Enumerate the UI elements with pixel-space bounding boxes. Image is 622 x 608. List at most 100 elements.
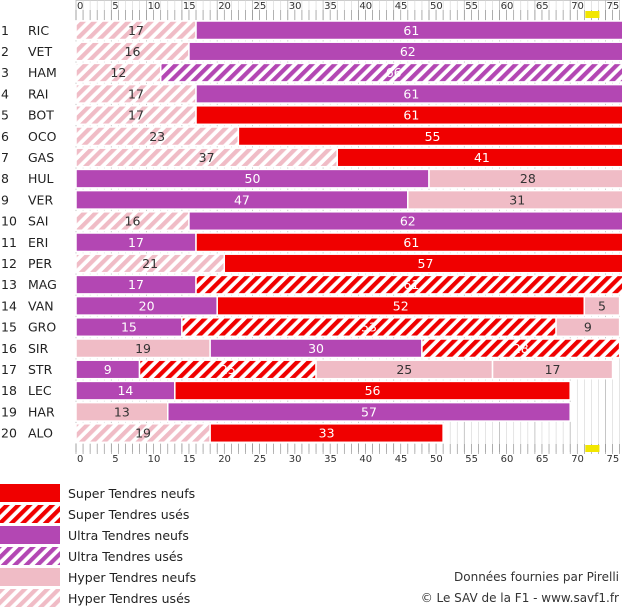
stint-laps-label: 17 — [128, 23, 144, 38]
driver-code: VET — [28, 44, 52, 59]
stint-laps-label: 19 — [135, 341, 151, 356]
driver-code: GRO — [28, 320, 56, 335]
stint-laps-label: 31 — [509, 192, 525, 207]
axis-tick-label: 35 — [324, 454, 337, 465]
stint-laps-label: 20 — [139, 298, 155, 313]
driver-code: HAM — [28, 65, 57, 80]
stint-bar — [428, 168, 622, 189]
driver-code: VER — [28, 192, 53, 207]
bottom-axis-ticks: 0 5 10 15 20 25 30 35 40 45 50 55 60 65 70 75 — [77, 454, 619, 465]
axis-tick-label: 20 — [218, 454, 231, 465]
driver-row: 17 STR 9 25 25 17 — [1, 359, 614, 380]
stint-bar — [491, 359, 614, 380]
stint-bar — [555, 317, 621, 338]
stint-laps-label: 61 — [403, 23, 419, 38]
stint-laps-label: 57 — [418, 256, 434, 271]
stint-laps-label: 61 — [403, 277, 419, 292]
stint-laps-label: 62 — [400, 214, 416, 229]
stint-laps-label: 37 — [199, 150, 215, 165]
stint-laps-label: 15 — [121, 320, 137, 335]
stint-laps-label: 5 — [598, 298, 606, 313]
driver-code: MAG — [28, 277, 57, 292]
stint-laps-label: 56 — [365, 383, 381, 398]
axis-tick-label: 50 — [430, 454, 443, 465]
stint-bar — [188, 41, 622, 62]
driver-position: 2 — [1, 44, 9, 59]
axis-tick-label: 40 — [359, 454, 372, 465]
driver-code: RIC — [28, 23, 49, 38]
stint-bar — [167, 401, 571, 422]
driver-position: 14 — [1, 298, 17, 313]
legend-swatch — [0, 484, 60, 502]
axis-tick-label: 5 — [112, 1, 118, 12]
driver-position: 16 — [1, 341, 17, 356]
driver-code: LEC — [28, 383, 52, 398]
legend-label: Ultra Tendres neufs — [68, 528, 189, 543]
axis-tick-label: 40 — [359, 1, 372, 12]
axis-tick-label: 30 — [289, 1, 302, 12]
stint-bar — [583, 295, 621, 316]
axis-tick-label: 55 — [465, 454, 478, 465]
legend-label: Super Tendres neufs — [68, 486, 195, 501]
axis-tick-label: 75 — [607, 454, 620, 465]
axis-tick-label: 15 — [183, 1, 196, 12]
driver-position: 20 — [1, 426, 17, 441]
axis-tick-label: 50 — [430, 1, 443, 12]
driver-position: 15 — [1, 320, 17, 335]
driver-row: 7 GAS 37 41 — [1, 147, 622, 168]
driver-row: 20 ALO 19 33 — [1, 423, 444, 444]
driver-code: VAN — [28, 298, 54, 313]
stint-bar — [174, 380, 571, 401]
driver-row: 6 OCO 23 55 — [1, 126, 622, 147]
stint-bar — [195, 232, 622, 253]
driver-row: 18 LEC 14 56 — [1, 380, 571, 401]
stint-laps-label: 53 — [361, 320, 377, 335]
driver-row: 12 PER 21 57 — [1, 253, 622, 274]
driver-row: 13 MAG 17 61 — [1, 274, 622, 295]
driver-row: 11 ERI 17 61 — [1, 232, 622, 253]
driver-position: 5 — [1, 108, 9, 123]
legend-swatch — [0, 526, 60, 544]
stint-laps-label: 61 — [403, 108, 419, 123]
driver-position: 9 — [1, 192, 9, 207]
driver-code: ALO — [28, 426, 53, 441]
driver-code: ERI — [28, 235, 48, 250]
stint-laps-label: 9 — [104, 362, 112, 377]
stint-laps-label: 62 — [400, 44, 416, 59]
stint-bar — [195, 83, 622, 104]
stint-laps-label: 41 — [474, 150, 490, 165]
driver-position: 7 — [1, 150, 9, 165]
axis-tick-label: 60 — [501, 1, 514, 12]
driver-row: 9 VER 47 31 — [1, 189, 622, 210]
driver-position: 11 — [1, 235, 17, 250]
axis-tick-label: 0 — [77, 454, 83, 465]
legend-label: Hyper Tendres usés — [68, 591, 190, 606]
highlight-lap-marker-bottom — [585, 445, 600, 452]
data-source-credit: Données fournies par Pirelli — [454, 570, 619, 584]
stint-laps-label: 61 — [403, 86, 419, 101]
stint-laps-label: 12 — [110, 65, 126, 80]
driver-position: 13 — [1, 277, 17, 292]
driver-row: 15 GRO 15 53 9 — [1, 317, 621, 338]
driver-position: 3 — [1, 65, 9, 80]
driver-position: 8 — [1, 171, 9, 186]
stint-laps-label: 28 — [513, 341, 529, 356]
top-axis-ticks: 0 5 10 15 20 25 30 35 40 45 50 55 60 65 70 75 — [77, 1, 619, 12]
driver-position: 19 — [1, 404, 17, 419]
driver-position: 6 — [1, 129, 9, 144]
legend-label: Hyper Tendres neufs — [68, 570, 196, 585]
driver-row: 5 BOT 17 61 — [1, 105, 622, 126]
legend-swatch — [0, 547, 60, 565]
stint-bar — [407, 189, 622, 210]
legend: Super Tendres neufs Super Tendres usés Ult… — [0, 484, 196, 607]
driver-row: 14 VAN 20 52 5 — [1, 295, 621, 316]
axis-tick-label: 15 — [183, 454, 196, 465]
stint-laps-label: 28 — [520, 171, 536, 186]
driver-code: RAI — [28, 86, 48, 101]
stint-laps-label: 17 — [128, 235, 144, 250]
driver-position: 4 — [1, 86, 9, 101]
driver-position: 12 — [1, 256, 17, 271]
stint-laps-label: 25 — [396, 362, 412, 377]
axis-tick-label: 25 — [254, 454, 267, 465]
stint-laps-label: 17 — [128, 108, 144, 123]
